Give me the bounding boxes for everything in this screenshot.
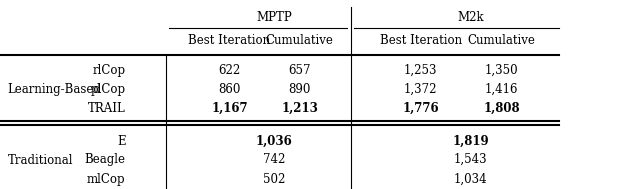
Text: Beagle: Beagle [84,153,125,166]
Text: 1,253: 1,253 [404,64,437,77]
Text: Cumulative: Cumulative [266,34,333,47]
Text: Best Iteration: Best Iteration [188,34,271,47]
Text: 1,808: 1,808 [483,102,520,115]
Text: 622: 622 [218,64,241,77]
Text: mlCop: mlCop [87,173,125,186]
Text: 1,213: 1,213 [281,102,318,115]
Text: rlCop: rlCop [93,64,125,77]
Text: 742: 742 [263,153,285,166]
Text: 1,416: 1,416 [485,83,518,96]
Text: E: E [117,135,125,148]
Text: 1,776: 1,776 [403,102,439,115]
Text: 657: 657 [289,64,311,77]
Text: 1,350: 1,350 [484,64,518,77]
Text: MPTP: MPTP [256,12,292,25]
Text: 860: 860 [218,83,241,96]
Text: 502: 502 [263,173,285,186]
Text: 890: 890 [289,83,311,96]
Text: Best Iteration: Best Iteration [380,34,461,47]
Text: TRAIL: TRAIL [88,102,125,115]
Text: M2k: M2k [458,12,484,25]
Text: 1,543: 1,543 [454,153,488,166]
Text: 1,167: 1,167 [211,102,248,115]
Text: 1,034: 1,034 [454,173,488,186]
Text: Learning-Based: Learning-Based [8,83,102,96]
Text: Cumulative: Cumulative [468,34,536,47]
Text: 1,372: 1,372 [404,83,437,96]
Text: 1,036: 1,036 [256,135,292,148]
Text: Traditional: Traditional [8,153,73,167]
Text: 1,819: 1,819 [452,135,489,148]
Text: plCop: plCop [90,83,125,96]
